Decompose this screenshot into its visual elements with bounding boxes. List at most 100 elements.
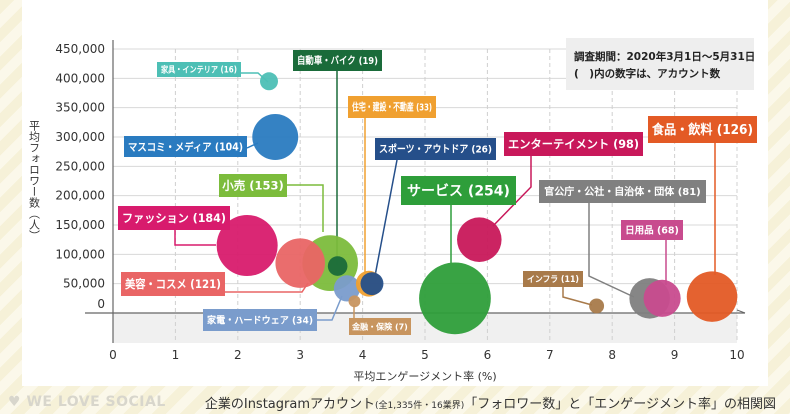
y-tick-label: 300,000 bbox=[55, 130, 105, 144]
leader-line bbox=[374, 159, 398, 277]
label-box bbox=[124, 136, 247, 157]
x-tick-label: 3 bbox=[296, 348, 304, 362]
x-axis-arrow bbox=[736, 309, 746, 314]
x-tick-label: 4 bbox=[359, 348, 367, 362]
label-text: マスコミ・メディア (104) bbox=[128, 140, 243, 153]
bubble-label: 住宅・建設・不動産 (33) bbox=[348, 96, 436, 118]
leader-line bbox=[174, 230, 216, 246]
bubble-label: 日用品 (68) bbox=[621, 220, 683, 240]
label-box bbox=[648, 116, 757, 143]
bubble-label: 美容・コスメ (121) bbox=[121, 272, 225, 296]
label-text: 官公庁・公社・自治体・団体 (81) bbox=[544, 185, 701, 198]
label-text: 金融・保険 (7) bbox=[351, 321, 408, 331]
x-tick-label: 0 bbox=[109, 348, 117, 362]
bubble-スポーツ・アウトドア bbox=[360, 272, 384, 296]
label-box bbox=[293, 50, 382, 71]
y-tick-label: 200,000 bbox=[55, 189, 105, 203]
label-text: 日用品 (68) bbox=[625, 225, 679, 236]
bubble-家具・インテリア bbox=[260, 72, 278, 91]
bubble-label: 官公庁・公社・自治体・団体 (81) bbox=[539, 180, 706, 203]
label-text: エンターテイメント (98) bbox=[508, 137, 639, 151]
label-box bbox=[401, 176, 516, 205]
y-tick-label: 50,000 bbox=[63, 277, 105, 291]
label-text: インフラ (11) bbox=[527, 275, 579, 285]
brand-logo: ♥ WE LOVE SOCIAL bbox=[8, 394, 166, 410]
y-tick-label: 100,000 bbox=[55, 247, 105, 261]
bubble-label: 家具・インテリア (16) bbox=[157, 62, 241, 77]
bubble-label: ファッション (184) bbox=[118, 206, 230, 230]
label-text: ファッション (184) bbox=[122, 211, 226, 225]
label-box bbox=[157, 62, 241, 77]
bubble-label: サービス (254) bbox=[401, 176, 516, 205]
label-text: スポーツ・アウトドア (26) bbox=[379, 143, 492, 156]
label-box bbox=[348, 96, 436, 118]
x-tick-label: 10 bbox=[729, 348, 744, 362]
label-box bbox=[523, 271, 583, 287]
bubble-label: 家電・ハードウェア (34) bbox=[203, 309, 317, 331]
y-tick-label: 350,000 bbox=[55, 101, 105, 115]
y-tick-label: 450,000 bbox=[55, 42, 105, 56]
caption-main: 企業のInstagramアカウント bbox=[204, 397, 375, 412]
bubble-家電・ハードウェア bbox=[333, 275, 361, 302]
leader-line bbox=[287, 184, 324, 232]
label-text: 住宅・建設・不動産 (33) bbox=[352, 101, 432, 114]
note-text: 調査期間：2020年3月1日〜5月31日 bbox=[574, 50, 755, 63]
label-text: 家具・インテリア (16) bbox=[161, 65, 237, 76]
label-text: 食品・飲料 (126) bbox=[652, 122, 753, 138]
y-tick-label: 0 bbox=[97, 297, 105, 311]
y-axis-title: 平均フォロワー数（人） bbox=[28, 120, 41, 241]
bubble-label: 金融・保険 (7) bbox=[349, 318, 411, 335]
x-tick-label: 5 bbox=[421, 348, 429, 362]
label-text: 小売 (153) bbox=[221, 179, 284, 193]
bubble-日用品 bbox=[643, 279, 681, 317]
label-box bbox=[219, 174, 287, 197]
bubble-label: マスコミ・メディア (104) bbox=[124, 136, 247, 157]
bubble-サービス bbox=[419, 262, 491, 335]
x-tick-label: 2 bbox=[234, 348, 242, 362]
y-tick-label: 150,000 bbox=[55, 218, 105, 232]
x-tick-label: 9 bbox=[671, 348, 679, 362]
x-tick-label: 6 bbox=[484, 348, 492, 362]
label-text: 家電・ハードウェア (34) bbox=[207, 314, 313, 326]
x-tick-label: 7 bbox=[546, 348, 554, 362]
x-tick-label: 8 bbox=[608, 348, 616, 362]
leader-line bbox=[317, 295, 343, 321]
chart-caption: 企業のInstagramアカウント(全1,335件・16業界)「フォロワー数」と… bbox=[205, 393, 776, 412]
label-box bbox=[118, 206, 230, 230]
label-box bbox=[121, 272, 225, 296]
bubble-金融・保険 bbox=[348, 295, 361, 308]
bubble-マスコミ・メディア bbox=[252, 114, 299, 160]
note-text: ( )内の数字は、アカウント数 bbox=[574, 67, 721, 80]
leader-line bbox=[492, 156, 532, 227]
label-text: 美容・コスメ (121) bbox=[125, 277, 221, 291]
label-box bbox=[349, 318, 411, 335]
y-tick-label: 250,000 bbox=[55, 159, 105, 173]
bubble-label: 食品・飲料 (126) bbox=[648, 116, 757, 143]
bubble-label: エンターテイメント (98) bbox=[504, 132, 643, 156]
label-text: 自動車・バイク (19) bbox=[297, 54, 378, 67]
leader-line bbox=[562, 287, 593, 306]
bubble-label: 自動車・バイク (19) bbox=[293, 50, 382, 71]
brand-logo-text: WE LOVE SOCIAL bbox=[26, 394, 166, 410]
bubble-label: インフラ (11) bbox=[523, 271, 583, 287]
x-axis-title: 平均エンゲージメント率 (%) bbox=[353, 369, 496, 383]
caption-rest: 「フォロワー数」と「エンゲージメント率」の相関図 bbox=[464, 397, 776, 412]
label-text: サービス (254) bbox=[407, 184, 510, 200]
bubble-美容・コスメ bbox=[275, 238, 325, 288]
label-box bbox=[375, 138, 496, 160]
bubble-label: 小売 (153) bbox=[219, 174, 287, 197]
x-tick-label: 1 bbox=[172, 348, 180, 362]
bubble-食品・飲料 bbox=[686, 271, 738, 322]
leader-line bbox=[588, 203, 635, 298]
bubble-自動車・バイク bbox=[327, 256, 348, 276]
note-box bbox=[566, 38, 754, 90]
bubble-インフラ bbox=[589, 298, 605, 314]
bubble-エンターテイメント bbox=[457, 217, 502, 262]
label-box bbox=[203, 309, 317, 331]
caption-small: (全1,335件・16業界) bbox=[375, 401, 465, 411]
y-tick-label: 400,000 bbox=[55, 71, 105, 85]
label-box bbox=[539, 180, 706, 203]
bubble-ファッション bbox=[216, 215, 278, 277]
bubble-label: スポーツ・アウトドア (26) bbox=[375, 138, 496, 160]
